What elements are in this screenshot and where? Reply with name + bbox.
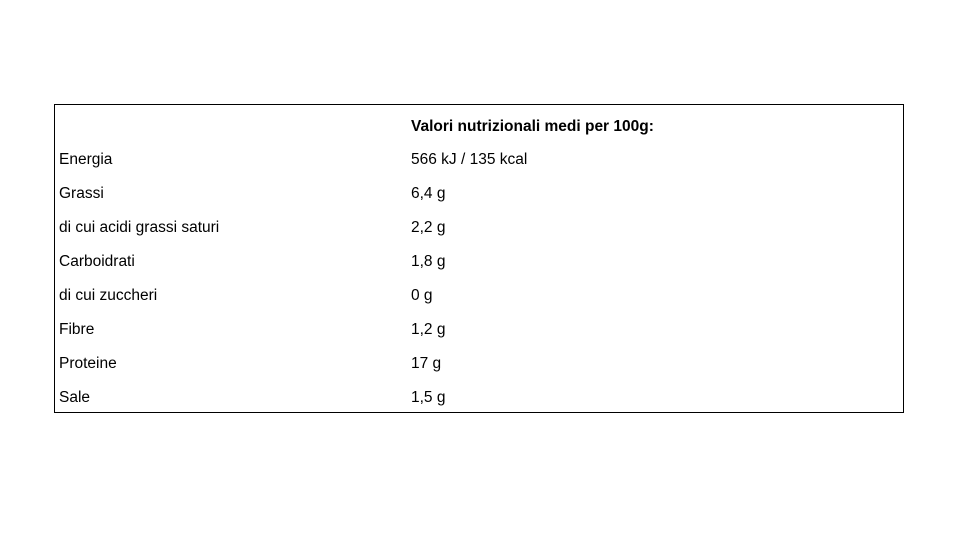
nutrient-name: Sale bbox=[59, 389, 91, 406]
nutrient-value: 17 g bbox=[411, 355, 442, 372]
nutrient-value: 1,5 g bbox=[411, 389, 446, 406]
nutrient-name: Grassi bbox=[59, 185, 104, 202]
nutrient-name: Carboidrati bbox=[59, 253, 135, 270]
nutrient-name: di cui acidi grassi saturi bbox=[59, 219, 220, 236]
nutrient-name: Fibre bbox=[59, 321, 95, 338]
nutrient-name: di cui zuccheri bbox=[59, 287, 158, 304]
nutrient-value: 2,2 g bbox=[411, 219, 446, 236]
nutrition-table: Valori nutrizionali medi per 100g: Energ… bbox=[54, 104, 904, 413]
nutrient-value: 6,4 g bbox=[411, 185, 446, 202]
nutrient-name: Energia bbox=[59, 151, 113, 168]
nutrient-value: 1,8 g bbox=[411, 253, 446, 270]
nutrient-value: 0 g bbox=[411, 287, 433, 304]
nutrient-value: 566 kJ / 135 kcal bbox=[411, 151, 528, 168]
nutrient-value: 1,2 g bbox=[411, 321, 446, 338]
table-header: Valori nutrizionali medi per 100g: bbox=[411, 118, 654, 135]
nutrient-name: Proteine bbox=[59, 355, 117, 372]
